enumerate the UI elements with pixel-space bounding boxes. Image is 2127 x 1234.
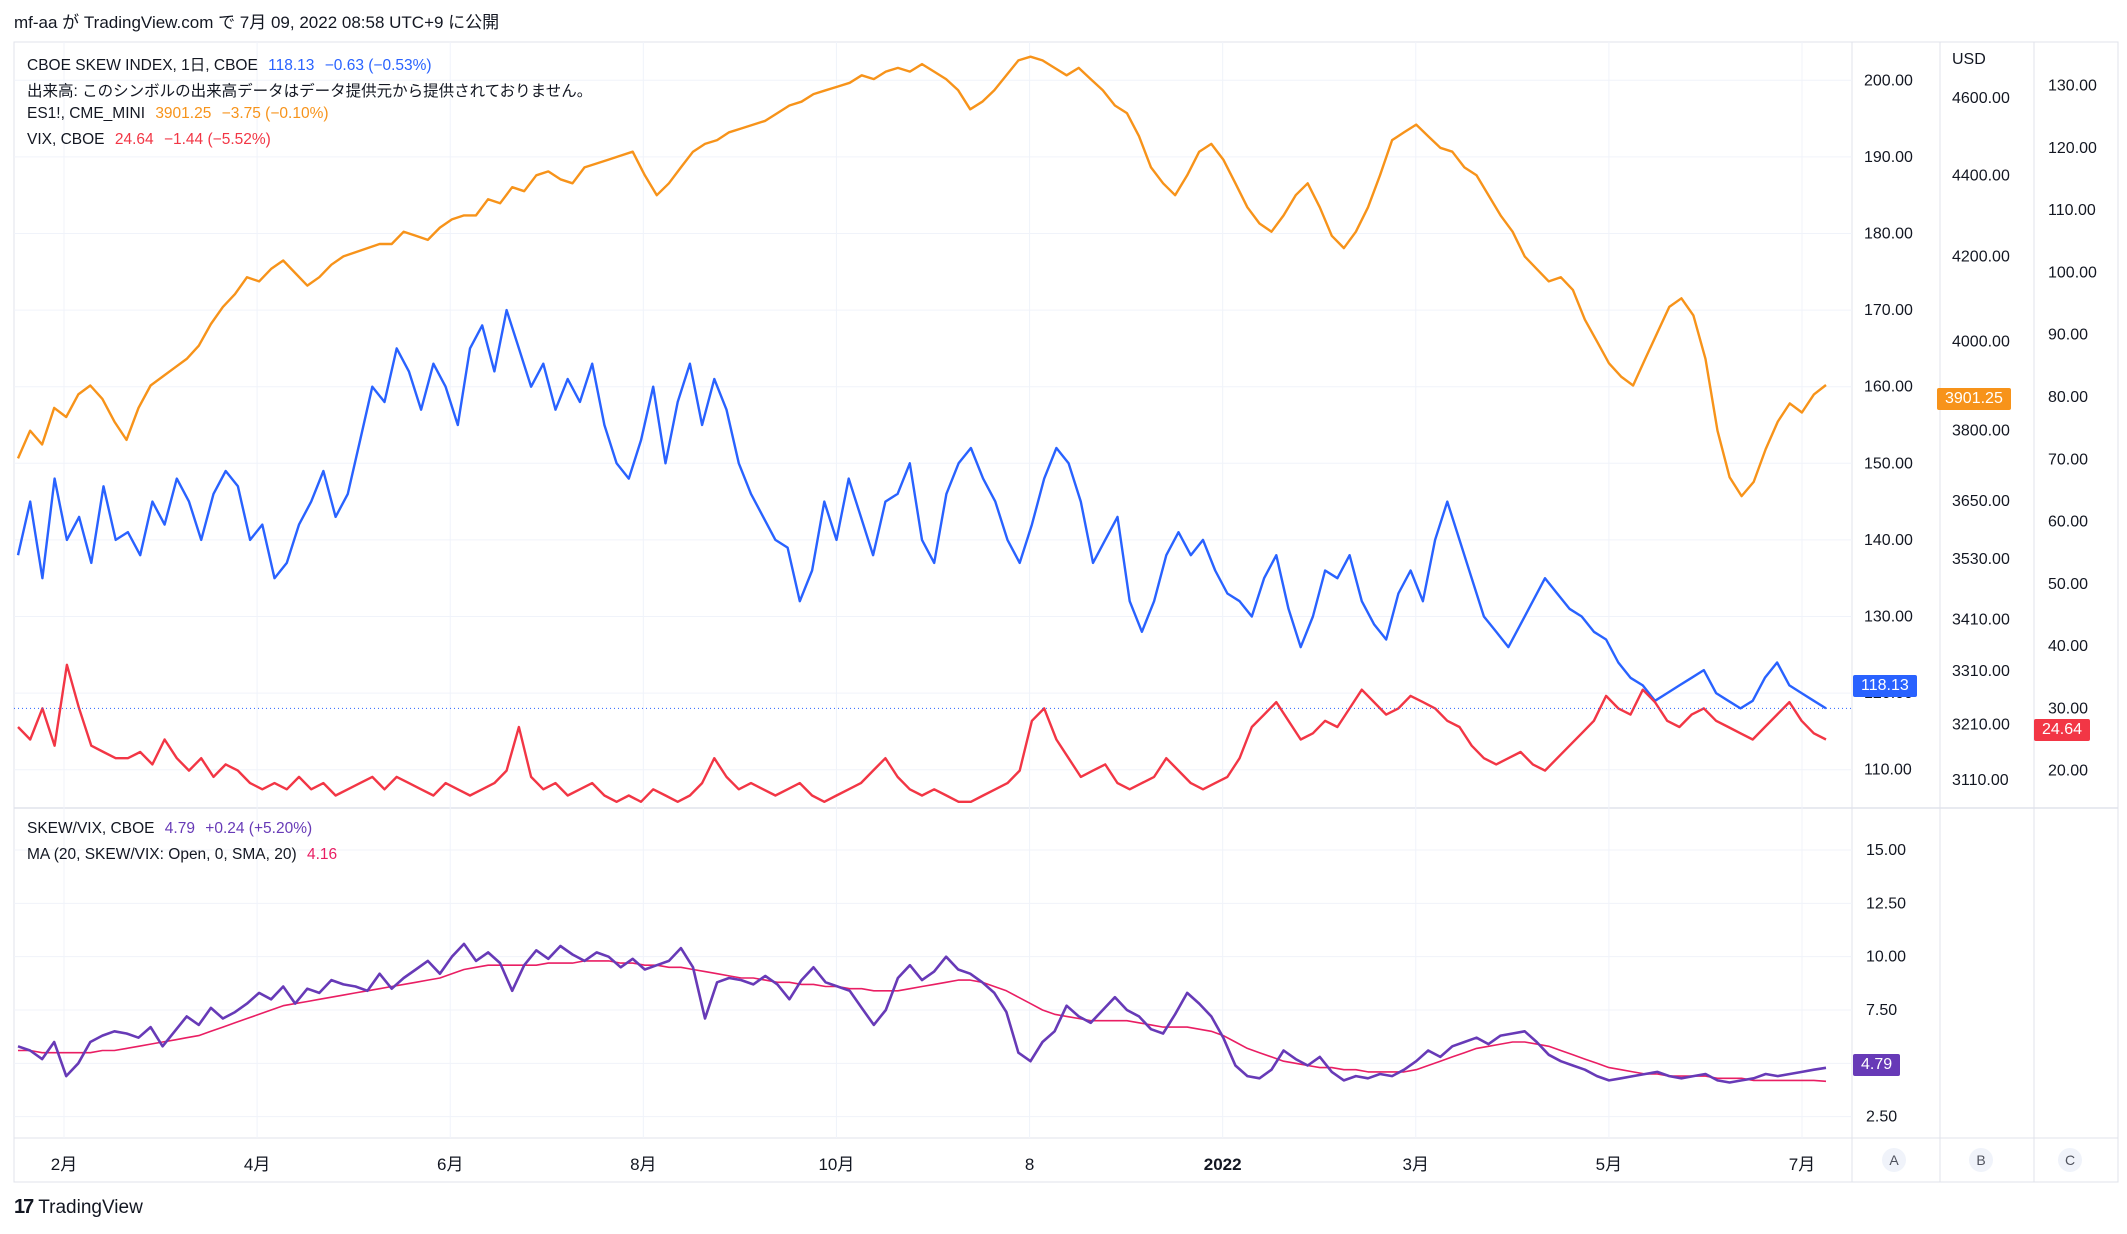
vix-tick-label: 120.00 [2048,140,2097,157]
legend-ma-name: MA (20, SKEW/VIX: Open, 0, SMA, 20) [27,846,297,863]
skew-tick-label: 180.00 [1864,226,1913,243]
vix-tick-label: 130.00 [2048,78,2097,95]
legend-es-change: −3.75 (−0.10%) [221,105,329,122]
time-tick-label: 6月 [437,1155,463,1174]
es-tick-label: 4200.00 [1952,248,2010,265]
vix-tick-label: 70.00 [2048,451,2088,468]
es-tick-label: 4400.00 [1952,167,2010,184]
skew-tick-label: 160.00 [1864,379,1913,396]
legend-es-name: ES1!, CME_MINI [27,105,145,122]
ratio-tick-label: 12.50 [1866,895,1906,912]
skew-tick-label: 150.00 [1864,455,1913,472]
skew-tick-label: 200.00 [1864,72,1913,89]
es-tick-label: 3410.00 [1952,611,2010,628]
vix-tick-label: 80.00 [2048,389,2088,406]
skew-tick-label: 130.00 [1864,609,1913,626]
legend-skew-name: CBOE SKEW INDEX, 1日, CBOE [27,57,258,74]
es-tick-label: 3650.00 [1952,493,2010,510]
legend-skew-value: 118.13 [268,57,315,74]
skew-tick-label: 110.00 [1864,762,1912,779]
legend-ma-value: 4.16 [306,846,338,863]
vix-tick-label: 60.00 [2048,514,2088,531]
chart-frame [13,41,2119,1183]
vix-tick-label: 90.00 [2048,327,2088,344]
tradingview-logo-icon: 17 [14,1196,34,1218]
time-tick-label: 7月 [1789,1155,1815,1174]
es-tick-label: 4000.00 [1952,333,2010,350]
vix-series-line [17,663,1827,803]
es-tick-label: 3800.00 [1952,423,2010,440]
legend-ma: MA (20, SKEW/VIX: Open, 0, SMA, 20) 4.16 [27,846,343,864]
tradingview-brand[interactable]: 17 TradingView [14,1196,143,1219]
usd-unit-label: USD [1952,51,1986,68]
legend-es-value: 3901.25 [155,105,212,122]
es-last-price-tag: 3901.25 [1937,388,2011,410]
vix-tick-label: 100.00 [2048,264,2097,281]
grid-lines [14,42,1852,1138]
chart-border [13,41,2119,1183]
vix-tick-label: 40.00 [2048,638,2088,655]
legend-vix-value: 24.64 [114,131,154,148]
legend-vix-name: VIX, CBOE [27,131,105,148]
legend-es: ES1!, CME_MINI 3901.25 −3.75 (−0.10%) [27,105,335,123]
es-tick-label: 4600.00 [1952,90,2010,107]
axis-ticks: 200.00 190.00 180.00 170.00 160.00 150.00 140.… [51,51,2097,1174]
upper-pane-series [14,55,1852,803]
skew-tick-label: 140.00 [1864,532,1913,549]
es-tick-label: 3530.00 [1952,551,2010,568]
vix-tick-label: 50.00 [2048,576,2088,593]
volume-note-text: 出来高: このシンボルの出来高データはデータ提供元から提供されておりません。 [27,83,593,100]
legend-ratio-name: SKEW/VIX, CBOE [27,820,155,837]
time-tick-label: 3月 [1403,1155,1429,1174]
ratio-tick-label: 15.00 [1866,842,1906,859]
time-tick-label: 8月 [630,1155,656,1174]
vix-tick-label: 20.00 [2048,763,2088,780]
es-series-line [16,55,1827,498]
time-tick-label: 4月 [244,1155,270,1174]
es-tick-label: 3210.00 [1952,717,2010,734]
price-scale-a-button[interactable]: A [1882,1148,1906,1172]
legend-ratio: SKEW/VIX, CBOE 4.79 +0.24 (+5.20%) [27,820,318,838]
legend-ratio-change: +0.24 (+5.20%) [205,820,313,837]
vix-last-price-tag: 24.64 [2034,719,2091,741]
ratio-tick-label: 7.50 [1866,1002,1897,1019]
price-scale-c-button[interactable]: C [2058,1148,2082,1172]
legend-skew: CBOE SKEW INDEX, 1日, CBOE 118.13 −0.63 (… [27,53,438,75]
ma-series-line [18,960,1827,1083]
price-scale-b-button[interactable]: B [1969,1148,1993,1172]
es-tick-label: 3110.00 [1952,772,2009,789]
lower-pane-series [17,942,1827,1084]
time-tick-label: 8 [1025,1155,1034,1174]
ratio-tick-label: 10.00 [1866,949,1906,966]
skew-last-price-tag: 118.13 [1853,675,1917,697]
legend-vix-change: −1.44 (−5.52%) [163,131,271,148]
legend-volume-note: 出来高: このシンボルの出来高データはデータ提供元から提供されておりません。 [27,79,598,101]
skew-tick-label: 170.00 [1864,302,1913,319]
time-tick-label: 10月 [818,1155,854,1174]
ratio-last-price-tag: 4.79 [1853,1054,1901,1076]
brand-text: TradingView [38,1196,143,1218]
time-tick-label: 2022 [1204,1155,1242,1174]
skew-series-line [16,308,1827,710]
time-tick-label: 5月 [1596,1155,1622,1174]
ratio-series-line [17,942,1827,1084]
legend-ratio-value: 4.79 [164,820,195,837]
es-tick-label: 3310.00 [1952,663,2010,680]
vix-tick-label: 30.00 [2048,700,2088,717]
time-tick-label: 2月 [51,1155,77,1174]
ratio-tick-label: 2.50 [1866,1109,1897,1126]
publish-header: mf-aa が TradingView.com で 7月 09, 2022 08… [14,13,500,32]
vix-tick-label: 110.00 [2048,202,2096,219]
legend-vix: VIX, CBOE 24.64 −1.44 (−5.52%) [27,131,277,149]
legend-skew-change: −0.63 (−0.53%) [324,57,432,74]
skew-tick-label: 190.00 [1864,149,1913,166]
